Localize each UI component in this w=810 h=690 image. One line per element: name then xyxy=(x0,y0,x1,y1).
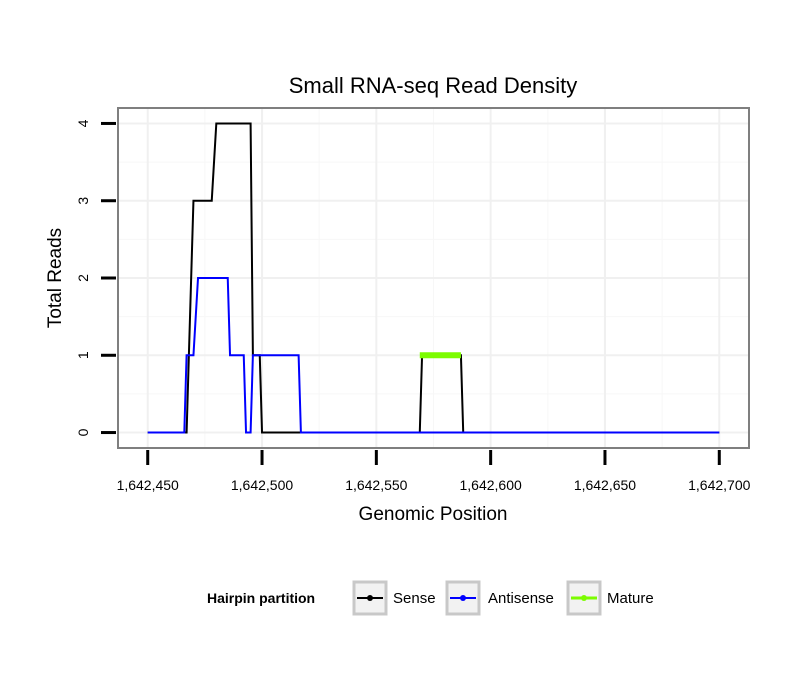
legend-label: Sense xyxy=(393,590,436,607)
x-tick-label: 1,642,600 xyxy=(460,477,522,493)
y-tick-label: 0 xyxy=(75,428,91,436)
y-tick-label: 1 xyxy=(75,351,91,359)
x-tick-label: 1,642,650 xyxy=(574,477,636,493)
x-axis: 1,642,450 1,642,500 1,642,550 1,642,600 1,64… xyxy=(117,450,751,493)
legend-key-point xyxy=(581,595,587,601)
legend: Hairpin partition Sense Antisense Mature xyxy=(207,580,654,616)
legend-label: Mature xyxy=(607,590,654,607)
y-axis: 0 1 2 3 4 xyxy=(75,119,116,436)
plot-panel-border xyxy=(117,107,750,449)
x-tick-label: 1,642,700 xyxy=(688,477,750,493)
x-tick-label: 1,642,450 xyxy=(117,477,179,493)
x-axis-title: Genomic Position xyxy=(359,504,508,525)
y-tick-label: 2 xyxy=(75,274,91,282)
legend-key-point xyxy=(367,595,373,601)
x-tick-label: 1,642,550 xyxy=(345,477,407,493)
legend-key-point xyxy=(460,595,466,601)
series-layer xyxy=(147,122,720,434)
x-tick-label: 1,642,500 xyxy=(231,477,293,493)
chart-title: Small RNA-seq Read Density xyxy=(289,73,578,98)
series-line-antisense xyxy=(147,277,720,434)
y-tick-label: 3 xyxy=(75,197,91,205)
y-tick-label: 4 xyxy=(75,119,91,127)
y-axis-title: Total Reads xyxy=(45,228,66,328)
legend-label: Antisense xyxy=(488,590,554,607)
legend-title: Hairpin partition xyxy=(207,590,315,606)
